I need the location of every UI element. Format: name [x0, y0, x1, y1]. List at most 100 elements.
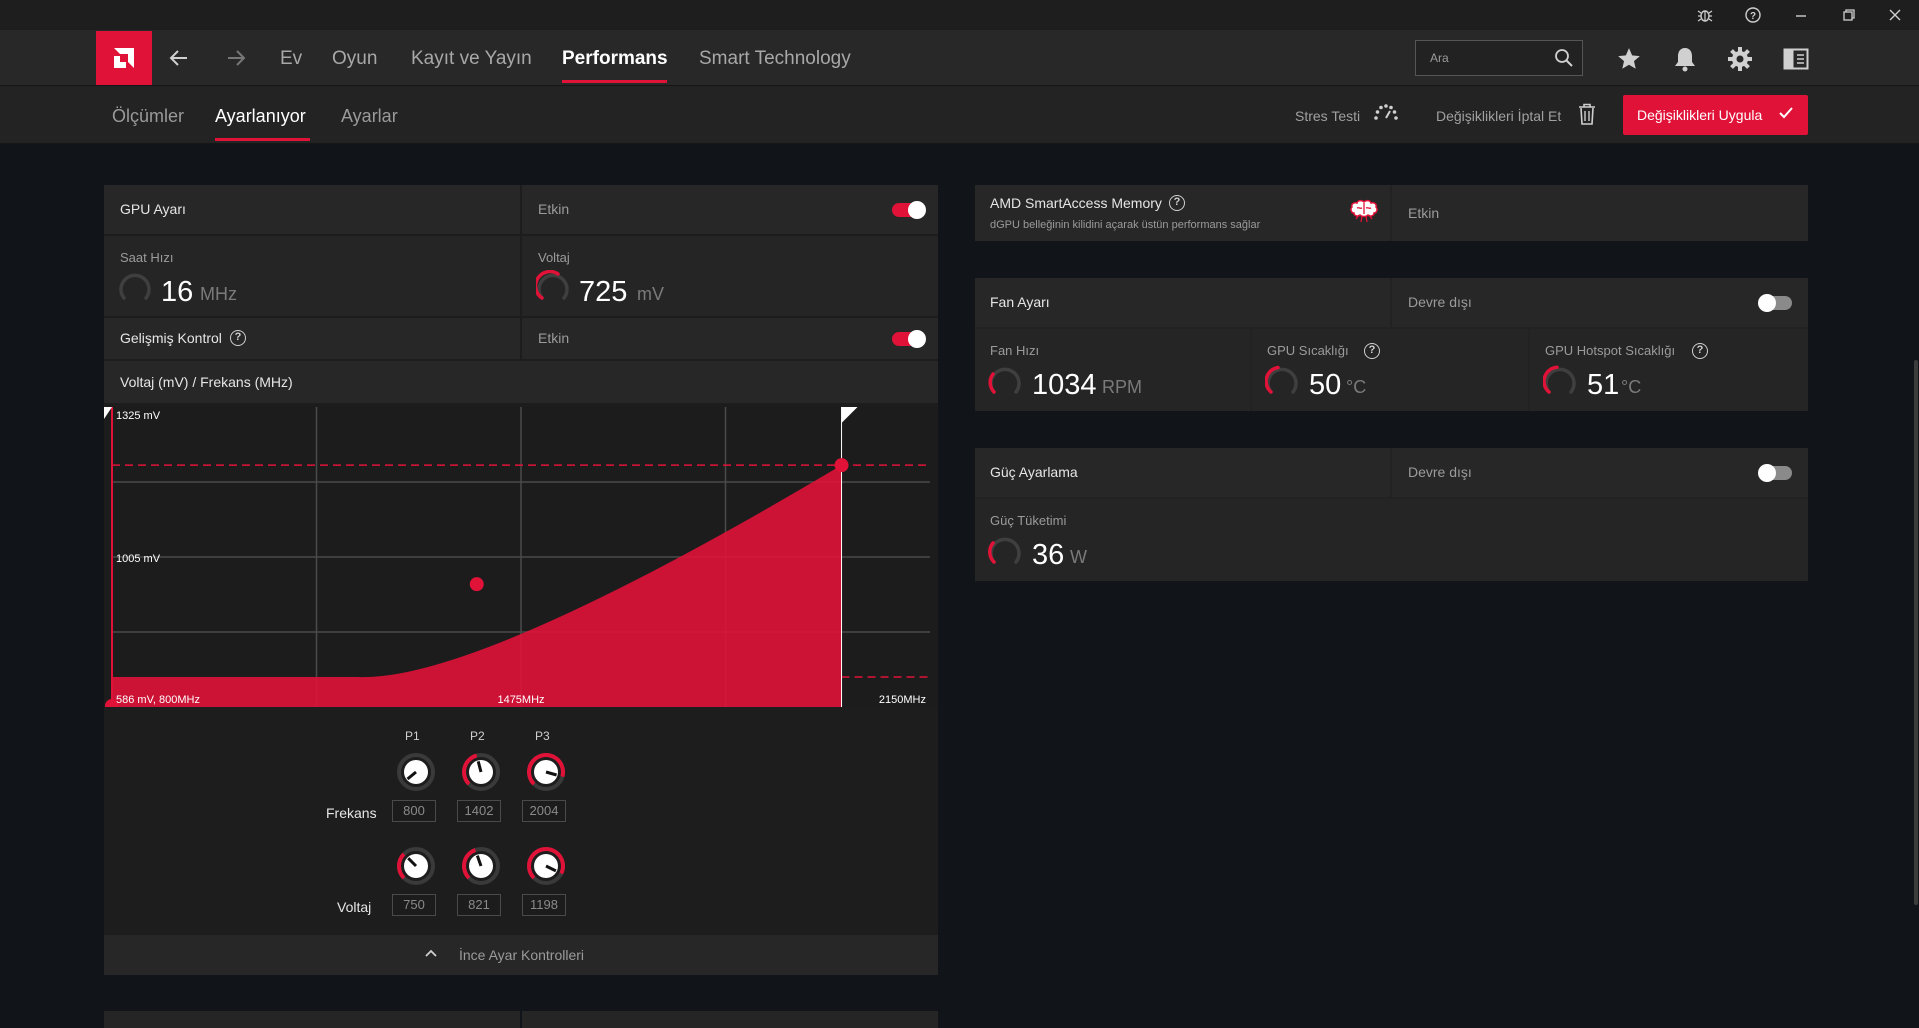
stress-test-label[interactable]: Stres Testi — [1295, 108, 1361, 124]
tab-active-underline — [215, 138, 310, 141]
clock-speed-unit: MHz — [200, 284, 237, 304]
nav-performance[interactable]: Performans — [562, 48, 668, 69]
fan-title: Fan Ayarı — [990, 294, 1050, 310]
smartaccess-memory-panel: AMD SmartAccess Memory ? dGPU belleğinin… — [975, 185, 1808, 241]
advanced-control-toggle[interactable] — [892, 330, 926, 348]
gpu-temp-unit: °C — [1346, 377, 1367, 397]
power-state-cell: Devre dışı — [1392, 448, 1808, 497]
gpu-temp-cell: GPU Sıcaklığı ? 50 °C — [1252, 329, 1528, 411]
hotspot-temp-gauge — [1543, 365, 1576, 394]
volt-value-p1[interactable]: 750 — [392, 894, 436, 916]
nav-active-underline — [562, 80, 667, 83]
freq-knob-p2[interactable] — [462, 753, 500, 791]
nav-home[interactable]: Ev — [280, 48, 303, 69]
fan-state-cell: Devre dışı — [1392, 278, 1808, 327]
discard-changes-label[interactable]: Değişiklikleri İptal Et — [1436, 108, 1562, 124]
sub-nav: Ölçümler Ayarlanıyor Ayarlar Stres Testi… — [0, 86, 1919, 144]
sam-state: Etkin — [1408, 205, 1440, 221]
nav-smart-technology[interactable]: Smart Technology — [699, 48, 851, 69]
search-input[interactable]: Ara — [1415, 40, 1583, 76]
advanced-state-cell: Etkin — [522, 318, 938, 359]
sam-state-cell: Etkin — [1392, 185, 1808, 241]
fan-speed-value: 1034 — [1032, 369, 1097, 401]
fine-tune-toggle-bar[interactable]: İnce Ayar Kontrolleri — [104, 935, 938, 975]
tab-settings[interactable]: Ayarlar — [341, 106, 398, 126]
gpu-temp-help-icon[interactable]: ? — [1364, 343, 1380, 359]
freq-value-p3[interactable]: 2004 — [522, 800, 566, 822]
freq-knob-p1[interactable] — [397, 753, 435, 791]
search-icon[interactable] — [1554, 48, 1574, 73]
gpu-tuning-state: Etkin — [538, 201, 570, 217]
close-icon[interactable] — [1873, 0, 1917, 30]
gpu-tuning-toggle[interactable] — [892, 201, 926, 219]
x-label-mid: 1475MHz — [497, 694, 544, 706]
tab-tuning[interactable]: Ayarlanıyor — [215, 106, 306, 126]
min-frequency-handle — [104, 407, 112, 419]
freq-knob-p3[interactable] — [527, 753, 565, 791]
amd-logo[interactable] — [96, 31, 152, 85]
hotspot-temp-value: 51 — [1587, 369, 1620, 401]
restore-icon[interactable] — [1827, 0, 1871, 30]
power-toggle[interactable] — [1758, 464, 1792, 482]
trash-icon[interactable] — [1578, 103, 1596, 130]
power-consumption-value: 36 — [1032, 539, 1065, 571]
help-icon[interactable]: ? — [1731, 0, 1775, 30]
clock-speed-value: 16 — [161, 276, 194, 308]
x-label-start: 586 mV, 800MHz — [116, 694, 200, 706]
hotspot-temp-cell: GPU Hotspot Sıcaklığı ? 51 °C — [1530, 329, 1808, 411]
apply-changes-label: Değişiklikleri Uygula — [1637, 107, 1763, 123]
voltage-unit: mV — [637, 284, 664, 304]
window-title-bar: ? — [0, 0, 1919, 30]
stress-test-gauge-icon[interactable] — [1372, 102, 1398, 129]
volt-knob-p3[interactable] — [527, 847, 565, 885]
sam-title: AMD SmartAccess Memory — [990, 195, 1162, 211]
max-frequency-handle — [841, 407, 858, 423]
clock-speed-cell: Saat Hızı 16 MHz — [104, 236, 520, 316]
bug-report-icon[interactable] — [1683, 0, 1727, 30]
freq-value-p1[interactable]: 800 — [392, 800, 436, 822]
volt-value-p2[interactable]: 821 — [457, 894, 501, 916]
tab-metrics[interactable]: Ölçümler — [112, 106, 185, 126]
curve-title: Voltaj (mV) / Frekans (MHz) — [120, 374, 293, 390]
volt-knob-p1[interactable] — [397, 847, 435, 885]
x-label-end: 2150MHz — [879, 694, 926, 706]
gpu-temp-gauge — [1265, 365, 1298, 394]
chart-curve-area — [112, 465, 842, 707]
voltage-frequency-chart[interactable]: 1325 mV 1005 mV 586 mV, 800MHz 1475MHz 2150M… — [104, 407, 938, 707]
settings-gear-icon[interactable] — [1725, 44, 1755, 74]
sam-help-icon[interactable]: ? — [1169, 195, 1185, 211]
advanced-control-label: Gelişmiş Kontrol — [120, 330, 222, 346]
point-label-p2: P2 — [470, 729, 485, 743]
sidebar-layout-icon[interactable] — [1781, 44, 1811, 74]
svg-text:?: ? — [1750, 11, 1756, 22]
minimize-icon[interactable] — [1779, 0, 1823, 30]
point-label-p3: P3 — [535, 729, 550, 743]
volt-value-p3[interactable]: 1198 — [522, 894, 566, 916]
fine-tune-knobs[interactable] — [384, 747, 584, 887]
forward-arrow-icon[interactable] — [222, 44, 250, 72]
hotspot-help-icon[interactable]: ? — [1692, 343, 1708, 359]
volt-knob-p2[interactable] — [462, 847, 500, 885]
fan-state: Devre dışı — [1408, 294, 1472, 310]
back-arrow-icon[interactable] — [165, 44, 193, 72]
freq-value-p2[interactable]: 1402 — [457, 800, 501, 822]
apply-changes-button[interactable]: Değişiklikleri Uygula — [1623, 95, 1808, 135]
gpu-tuning-state-cell: Etkin — [522, 185, 938, 234]
hotspot-temp-label: GPU Hotspot Sıcaklığı — [1545, 343, 1676, 358]
power-consumption-cell: Güç Tüketimi 36 W — [975, 499, 1808, 581]
voltage-cell: Voltaj 725 mV — [522, 236, 938, 316]
point-label-p1: P1 — [405, 729, 420, 743]
advanced-help-icon[interactable]: ? — [230, 330, 246, 346]
main-nav: Ev Oyun Kayıt ve Yayın Performans Smart … — [0, 30, 1919, 86]
fan-toggle[interactable] — [1758, 294, 1792, 312]
nav-record-stream[interactable]: Kayıt ve Yayın — [411, 48, 532, 69]
fan-speed-label: Fan Hızı — [990, 343, 1040, 358]
checkmark-icon — [1778, 105, 1794, 124]
fan-header: Fan Ayarı — [975, 278, 1390, 327]
page-scrollbar[interactable] — [1914, 360, 1918, 905]
voltage-gauge — [536, 270, 569, 300]
curve-point-p3 — [834, 458, 849, 473]
favorites-star-icon[interactable] — [1614, 44, 1644, 74]
nav-gaming[interactable]: Oyun — [332, 48, 378, 69]
notifications-bell-icon[interactable] — [1670, 44, 1700, 74]
